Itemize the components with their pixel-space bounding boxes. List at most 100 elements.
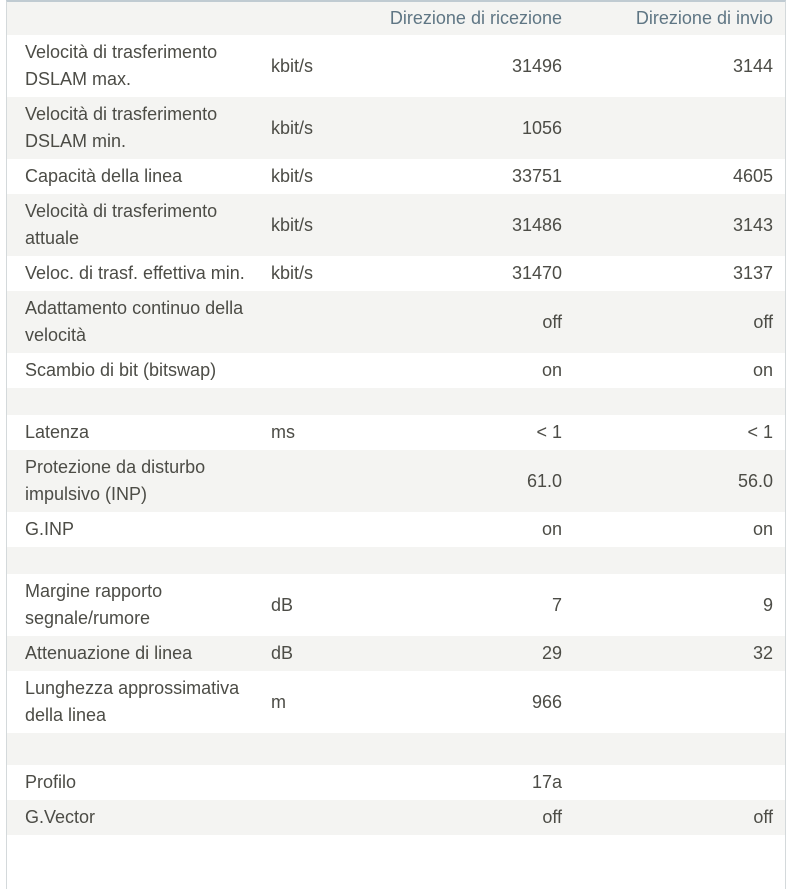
row-rx-value: 1056 bbox=[521, 117, 562, 138]
row-unit: kbit/s bbox=[271, 117, 314, 138]
table-row: Latenza ms < 1 < 1 bbox=[7, 415, 785, 450]
row-rx-value: 31486 bbox=[511, 214, 562, 235]
row-label: Profilo bbox=[25, 772, 77, 792]
row-unit bbox=[271, 388, 361, 415]
header-unit-column bbox=[271, 2, 361, 35]
row-tx-value: on bbox=[752, 360, 773, 380]
row-label: G.Vector bbox=[25, 807, 96, 827]
empty-spacer-row bbox=[7, 547, 785, 574]
row-rx-value bbox=[361, 547, 567, 574]
row-tx-value: on bbox=[752, 519, 773, 539]
header-send-direction: Direzione di invio bbox=[567, 2, 785, 35]
row-unit: dB bbox=[271, 594, 294, 615]
row-label bbox=[7, 547, 271, 574]
row-tx-value: 4605 bbox=[732, 166, 773, 186]
row-label: Latenza bbox=[25, 422, 90, 442]
row-tx-value bbox=[567, 97, 785, 159]
row-tx-value: 3137 bbox=[732, 263, 773, 283]
row-label: Margine rapporto segnale/rumore bbox=[25, 581, 163, 628]
row-label: Adattamento continuo della velocità bbox=[25, 298, 244, 345]
row-tx-value bbox=[567, 835, 785, 862]
row-rx-value: 7 bbox=[551, 594, 562, 615]
row-unit: kbit/s bbox=[271, 214, 314, 235]
row-label bbox=[7, 835, 271, 862]
row-rx-value: on bbox=[541, 360, 562, 380]
row-unit: kbit/s bbox=[271, 263, 314, 283]
row-unit bbox=[271, 733, 361, 765]
row-rx-value: off bbox=[542, 311, 562, 332]
table-row: Capacità della linea kbit/s 33751 4605 bbox=[7, 159, 785, 194]
row-rx-value: 31496 bbox=[511, 55, 562, 76]
row-tx-value: 32 bbox=[752, 643, 773, 663]
row-rx-value: 17a bbox=[531, 772, 562, 792]
table-row: Protezione da disturbo impulsivo (INP) 6… bbox=[7, 450, 785, 512]
table-row: Adattamento continuo della velocità off … bbox=[7, 291, 785, 353]
row-rx-value bbox=[361, 388, 567, 415]
row-rx-value: < 1 bbox=[536, 422, 562, 442]
row-rx-value bbox=[361, 733, 567, 765]
row-unit bbox=[271, 765, 361, 800]
row-rx-value: 29 bbox=[541, 643, 562, 663]
row-tx-value bbox=[567, 547, 785, 574]
row-rx-value: 966 bbox=[531, 691, 562, 712]
row-rx-value: 31470 bbox=[511, 263, 562, 283]
row-tx-value: off bbox=[753, 807, 773, 827]
row-tx-value: < 1 bbox=[747, 422, 773, 442]
table-row: Velocità di trasferimento DSLAM min. kbi… bbox=[7, 97, 785, 159]
row-rx-value: on bbox=[541, 519, 562, 539]
row-label bbox=[7, 388, 271, 415]
table-row: Attenuazione di linea dB 29 32 bbox=[7, 636, 785, 671]
row-label: Velocità di trasferimento DSLAM max. bbox=[25, 42, 218, 89]
row-rx-value: off bbox=[542, 807, 562, 827]
header-receive-direction: Direzione di ricezione bbox=[361, 2, 567, 35]
row-label: Scambio di bit (bitswap) bbox=[25, 360, 217, 380]
empty-spacer-row bbox=[7, 733, 785, 765]
table-row: Velocità di trasferimento DSLAM max. kbi… bbox=[7, 35, 785, 97]
row-tx-value: 3143 bbox=[732, 214, 773, 235]
table-row: Margine rapporto segnale/rumore dB 7 9 bbox=[7, 574, 785, 636]
row-unit: m bbox=[271, 691, 286, 712]
table-row: Profilo 17a bbox=[7, 765, 785, 800]
row-label: Velocità di trasferimento attuale bbox=[25, 201, 218, 248]
row-rx-value bbox=[361, 835, 567, 862]
dsl-statistics-table: Direzione di ricezione Direzione di invi… bbox=[6, 0, 786, 889]
row-unit bbox=[271, 512, 361, 547]
row-tx-value bbox=[567, 733, 785, 765]
row-label: Attenuazione di linea bbox=[25, 643, 193, 663]
row-unit bbox=[271, 353, 361, 388]
row-unit: dB bbox=[271, 643, 294, 663]
empty-spacer-row bbox=[7, 388, 785, 415]
row-unit: ms bbox=[271, 422, 295, 442]
row-unit: kbit/s bbox=[271, 166, 314, 186]
row-rx-value: 61.0 bbox=[526, 470, 562, 491]
row-rx-value: 33751 bbox=[511, 166, 562, 186]
row-label: Velocità di trasferimento DSLAM min. bbox=[25, 104, 218, 151]
row-label: G.INP bbox=[25, 519, 75, 539]
table-row: G.Vector off off bbox=[7, 800, 785, 835]
row-label: Veloc. di trasf. effettiva min. bbox=[25, 263, 245, 283]
row-tx-value: 9 bbox=[762, 594, 773, 615]
table-row: Velocità di trasferimento attuale kbit/s… bbox=[7, 194, 785, 256]
row-unit bbox=[271, 800, 361, 835]
row-label: Lunghezza approssimativa della linea bbox=[25, 678, 240, 725]
row-tx-value: off bbox=[753, 311, 773, 332]
row-unit bbox=[271, 547, 361, 574]
row-label: Protezione da disturbo impulsivo (INP) bbox=[25, 457, 206, 504]
row-tx-value bbox=[567, 671, 785, 733]
row-tx-value: 3144 bbox=[732, 55, 773, 76]
row-label bbox=[7, 733, 271, 765]
table-row: Scambio di bit (bitswap) on on bbox=[7, 353, 785, 388]
row-tx-value bbox=[567, 388, 785, 415]
row-unit bbox=[271, 835, 361, 862]
table-row: G.INP on on bbox=[7, 512, 785, 547]
row-unit: kbit/s bbox=[271, 55, 314, 76]
row-tx-value bbox=[567, 765, 785, 800]
empty-spacer-row bbox=[7, 835, 785, 862]
table-row: Lunghezza approssimativa della linea m 9… bbox=[7, 671, 785, 733]
dsl-table: Direzione di ricezione Direzione di invi… bbox=[7, 2, 785, 862]
header-label-column bbox=[7, 2, 271, 35]
row-unit bbox=[271, 450, 361, 512]
table-header-row: Direzione di ricezione Direzione di invi… bbox=[7, 2, 785, 35]
row-unit bbox=[271, 291, 361, 353]
